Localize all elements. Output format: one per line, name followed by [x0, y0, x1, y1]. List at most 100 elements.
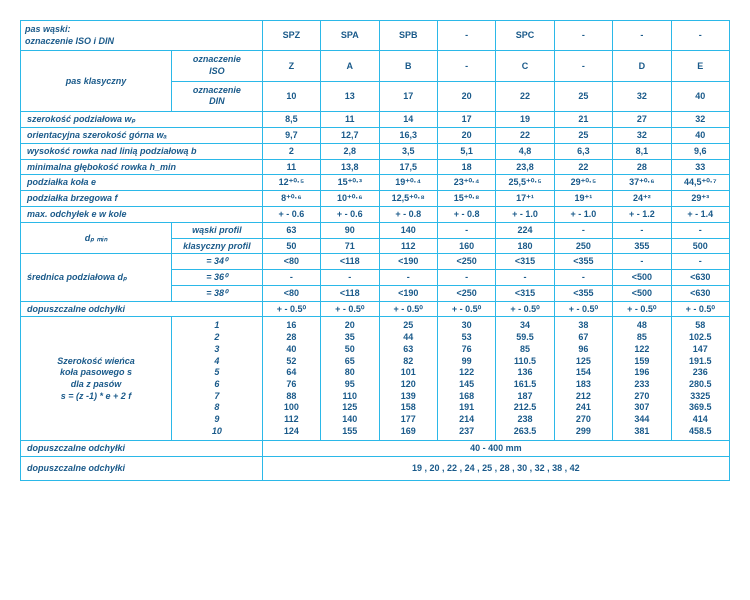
cell: 25446382101120139158177169 — [379, 317, 437, 441]
cell: + - 0.5⁰ — [437, 301, 495, 317]
cell: 11 — [262, 159, 320, 175]
cell: 10⁺⁰·⁶ — [321, 191, 379, 207]
cell: 22 — [554, 159, 612, 175]
cell: 23⁺⁰·⁴ — [437, 175, 495, 191]
cell: + - 0.5⁰ — [262, 301, 320, 317]
cell: 50 — [262, 238, 320, 254]
cell: SPC — [496, 21, 554, 51]
cell: 44,5⁺⁰·⁷ — [671, 175, 729, 191]
row-dpmin-waski: dₚ ₘᵢₙ wąski profil 6390140-224--- — [21, 222, 730, 238]
sublabel-din: oznaczenieDIN — [172, 81, 263, 111]
cell: <355 — [554, 285, 612, 301]
row-dop-odchylki-3: dopuszczalne odchyłki19 , 20 , 22 , 24 ,… — [21, 457, 730, 481]
cell: - — [437, 222, 495, 238]
cell: 15⁺⁰·⁸ — [437, 191, 495, 207]
label-dop-1: dopuszczalne odchyłki — [21, 301, 263, 317]
label-iso-din: pas wąski:oznaczenie ISO i DIN — [21, 21, 263, 51]
cell: 4,8 — [496, 143, 554, 159]
cell: - — [671, 21, 729, 51]
cell: <630 — [671, 285, 729, 301]
cell: 12⁺⁰·⁵ — [262, 175, 320, 191]
cell: 203550658095110125140155 — [321, 317, 379, 441]
cell: 500 — [671, 238, 729, 254]
cell: 24⁺² — [613, 191, 671, 207]
cell: + - 0.6 — [262, 206, 320, 222]
cell: <630 — [671, 270, 729, 286]
sublabel-klasyczny: klasyczny profil — [172, 238, 263, 254]
cell: 8⁺⁰·⁶ — [262, 191, 320, 207]
cell: E — [671, 51, 729, 81]
cell: - — [496, 270, 554, 286]
cell: 27 — [613, 112, 671, 128]
cell: 17⁺¹ — [496, 191, 554, 207]
cell: - — [554, 270, 612, 286]
cell: 13 — [321, 81, 379, 111]
cell: 19⁺⁰·⁴ — [379, 175, 437, 191]
cell: SPA — [321, 21, 379, 51]
cell: 21 — [554, 112, 612, 128]
cell: <355 — [554, 254, 612, 270]
row-max-odchylek: max. odchyłek e w kole+ - 0.6+ - 0.6+ - … — [21, 206, 730, 222]
cell: + - 0.5⁰ — [613, 301, 671, 317]
cell: 90 — [321, 222, 379, 238]
cell: 2 — [262, 143, 320, 159]
cell: 20 — [437, 81, 495, 111]
cell: - — [613, 254, 671, 270]
label-dpmin: dₚ ₘᵢₙ — [21, 222, 172, 254]
cell: 6,3 — [554, 143, 612, 159]
label-klasyczny: pas klasyczny — [21, 51, 172, 112]
cell: + - 0.5⁰ — [496, 301, 554, 317]
row-f: podziałka brzegowa f8⁺⁰·⁶10⁺⁰·⁶12,5⁺⁰·⁸1… — [21, 191, 730, 207]
cell: 20 — [437, 127, 495, 143]
cell: - — [437, 270, 495, 286]
cell: <190 — [379, 254, 437, 270]
cell: 8,5 — [262, 112, 320, 128]
cell: 40 — [671, 127, 729, 143]
row-klasyczny-iso: pas klasyczny oznaczenieISO Z A B - C - … — [21, 51, 730, 81]
row-dp-34: średnica podziałowa dₚ = 34⁰ <80<118<190… — [21, 254, 730, 270]
cell: 13,8 — [321, 159, 379, 175]
label-dop-3: dopuszczalne odchyłki — [21, 457, 263, 481]
cell: + - 1.4 — [671, 206, 729, 222]
cell: 3459.585110.5136161.5187212.5238263.5 — [496, 317, 554, 441]
cell: - — [379, 270, 437, 286]
cell: + - 0.6 — [321, 206, 379, 222]
cell: B — [379, 51, 437, 81]
sublabel-38: = 38⁰ — [172, 285, 263, 301]
cell: - — [437, 51, 495, 81]
cell: 160 — [437, 238, 495, 254]
cell: D — [613, 51, 671, 81]
row-dop-odchylki-2: dopuszczalne odchyłki40 - 400 mm — [21, 441, 730, 457]
cell: 180 — [496, 238, 554, 254]
cell: + - 0.5⁰ — [554, 301, 612, 317]
cell: C — [496, 51, 554, 81]
cell: 33 — [671, 159, 729, 175]
cell: 17 — [437, 112, 495, 128]
sublabel-36: = 36⁰ — [172, 270, 263, 286]
row-wp: szerokość podziałowa wₚ8,511141719212732 — [21, 112, 730, 128]
spanned-val: 40 - 400 mm — [262, 441, 729, 457]
cell: 25 — [554, 81, 612, 111]
row-hmin: minimalna głębokość rowka h_min1113,817,… — [21, 159, 730, 175]
cell: 22 — [496, 127, 554, 143]
cell: 2,8 — [321, 143, 379, 159]
cell: - — [671, 254, 729, 270]
cell: 11 — [321, 112, 379, 128]
cell: 28 — [613, 159, 671, 175]
cell: + - 0.5⁰ — [671, 301, 729, 317]
cell: 250 — [554, 238, 612, 254]
label-f: podziałka brzegowa f — [21, 191, 263, 207]
cell: 23,8 — [496, 159, 554, 175]
cell: + - 1.0 — [554, 206, 612, 222]
idx-col: 12345678910 — [172, 317, 263, 441]
label-b: wysokość rowka nad linią podziałową b — [21, 143, 263, 159]
cell: 16284052647688100112124 — [262, 317, 320, 441]
cell: 9,6 — [671, 143, 729, 159]
cell: + - 1.2 — [613, 206, 671, 222]
label-wienca: Szerokość wieńcakoła pasowego sdla z pas… — [21, 317, 172, 441]
cell: 112 — [379, 238, 437, 254]
cell: 17 — [379, 81, 437, 111]
cell: 32 — [613, 127, 671, 143]
row-wa: orientacyjna szerokość górna wₐ9,712,716… — [21, 127, 730, 143]
cell: 58102.5147191.5236280.53325369.5414458.5 — [671, 317, 729, 441]
